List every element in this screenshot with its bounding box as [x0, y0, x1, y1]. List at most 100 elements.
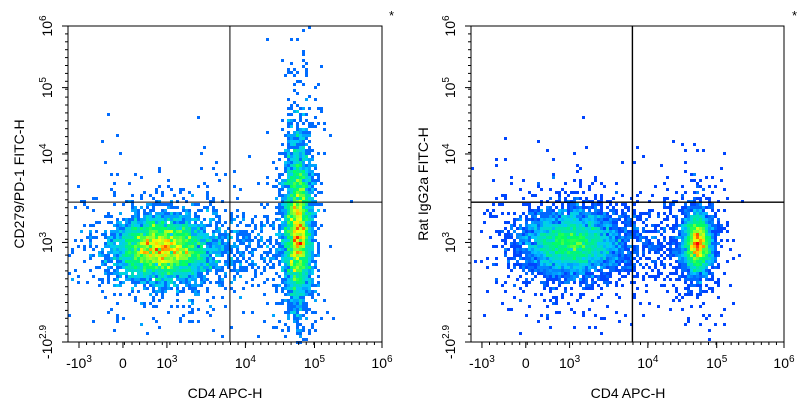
event-dot	[122, 248, 125, 251]
event-dot	[582, 269, 585, 272]
event-dot	[588, 188, 591, 191]
event-dot	[149, 269, 152, 272]
event-dot	[281, 236, 284, 239]
event-dot	[206, 191, 209, 194]
event-dot	[684, 233, 687, 236]
event-dot	[615, 203, 618, 206]
event-dot	[128, 293, 131, 296]
event-dot	[263, 320, 266, 323]
event-dot	[531, 257, 534, 260]
event-dot	[522, 227, 525, 230]
event-dot	[594, 242, 597, 245]
event-dot	[570, 224, 573, 227]
event-dot	[681, 263, 684, 266]
event-dot	[305, 173, 308, 176]
event-dot	[212, 248, 215, 251]
event-dot	[308, 221, 311, 224]
event-dot	[603, 278, 606, 281]
event-dot	[194, 239, 197, 242]
event-dot	[251, 254, 254, 257]
event-dot	[110, 230, 113, 233]
event-dot	[131, 224, 134, 227]
event-dot	[555, 233, 558, 236]
event-dot	[681, 143, 684, 146]
event-dot	[546, 221, 549, 224]
event-dot	[624, 260, 627, 263]
event-dot	[687, 230, 690, 233]
event-dot	[173, 230, 176, 233]
event-dot	[570, 242, 573, 245]
event-dot	[173, 251, 176, 254]
event-dot	[645, 239, 648, 242]
event-dot	[269, 248, 272, 251]
event-dot	[293, 296, 296, 299]
event-dot	[729, 284, 732, 287]
event-dot	[293, 149, 296, 152]
event-dot	[702, 272, 705, 275]
event-dot	[128, 278, 131, 281]
event-dot	[576, 239, 579, 242]
event-dot	[194, 221, 197, 224]
event-dot	[287, 221, 290, 224]
event-dot	[239, 260, 242, 263]
event-dot	[176, 248, 179, 251]
event-dot	[233, 254, 236, 257]
event-dot	[708, 185, 711, 188]
event-dot	[119, 242, 122, 245]
event-dot	[143, 251, 146, 254]
event-dot	[600, 263, 603, 266]
event-dot	[113, 251, 116, 254]
event-dot	[576, 197, 579, 200]
event-dot	[498, 233, 501, 236]
event-dot	[155, 290, 158, 293]
event-dot	[281, 143, 284, 146]
event-dot	[594, 263, 597, 266]
event-dot	[573, 251, 576, 254]
event-dot	[705, 254, 708, 257]
event-dot	[263, 266, 266, 269]
event-dot	[305, 230, 308, 233]
event-dot	[528, 242, 531, 245]
event-dot	[260, 236, 263, 239]
event-dot	[693, 215, 696, 218]
event-dot	[209, 245, 212, 248]
event-dot	[666, 248, 669, 251]
event-dot	[131, 236, 134, 239]
event-dot	[197, 239, 200, 242]
event-dot	[702, 257, 705, 260]
event-dot	[567, 248, 570, 251]
event-dot	[308, 173, 311, 176]
event-dot	[705, 236, 708, 239]
event-dot	[176, 233, 179, 236]
event-dot	[170, 278, 173, 281]
event-dot	[281, 182, 284, 185]
event-dot	[251, 230, 254, 233]
event-dot	[209, 281, 212, 284]
event-dot	[645, 290, 648, 293]
event-dot	[149, 278, 152, 281]
event-dot	[302, 284, 305, 287]
event-dot	[158, 326, 161, 329]
event-dot	[564, 281, 567, 284]
event-dot	[284, 275, 287, 278]
event-dot	[705, 233, 708, 236]
event-dot	[594, 275, 597, 278]
event-dot	[594, 239, 597, 242]
event-dot	[302, 248, 305, 251]
event-dot	[209, 203, 212, 206]
event-dot	[146, 245, 149, 248]
event-dot	[185, 221, 188, 224]
event-dot	[305, 266, 308, 269]
event-dot	[164, 212, 167, 215]
event-dot	[164, 233, 167, 236]
event-dot	[302, 29, 305, 32]
event-dot	[630, 197, 633, 200]
event-dot	[308, 188, 311, 191]
event-dot	[86, 236, 89, 239]
event-dot	[251, 266, 254, 269]
event-dot	[140, 323, 143, 326]
event-dot	[594, 266, 597, 269]
event-dot	[191, 251, 194, 254]
event-dot	[125, 251, 128, 254]
event-dot	[293, 221, 296, 224]
